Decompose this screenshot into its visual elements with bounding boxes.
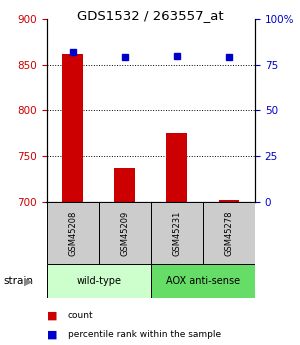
Bar: [62, 54, 83, 202]
Bar: [46, 264, 151, 298]
Bar: [46, 202, 99, 264]
Text: count: count: [68, 311, 93, 320]
Bar: [99, 202, 151, 264]
Text: ▶: ▶: [24, 276, 32, 286]
Text: ■: ■: [46, 330, 57, 339]
Text: percentile rank within the sample: percentile rank within the sample: [68, 330, 220, 339]
Text: AOX anti-sense: AOX anti-sense: [166, 276, 240, 286]
Text: wild-type: wild-type: [76, 276, 121, 286]
Text: GSM45209: GSM45209: [120, 210, 129, 256]
Bar: [114, 168, 135, 202]
Text: GSM45278: GSM45278: [224, 210, 233, 256]
Text: GSM45208: GSM45208: [68, 210, 77, 256]
Text: GDS1532 / 263557_at: GDS1532 / 263557_at: [77, 9, 223, 22]
Bar: [151, 264, 255, 298]
Text: strain: strain: [3, 276, 33, 286]
Text: ■: ■: [46, 311, 57, 321]
Bar: [218, 200, 239, 202]
Bar: [151, 202, 203, 264]
Bar: [167, 133, 187, 202]
Text: GSM45231: GSM45231: [172, 210, 181, 256]
Bar: [203, 202, 255, 264]
